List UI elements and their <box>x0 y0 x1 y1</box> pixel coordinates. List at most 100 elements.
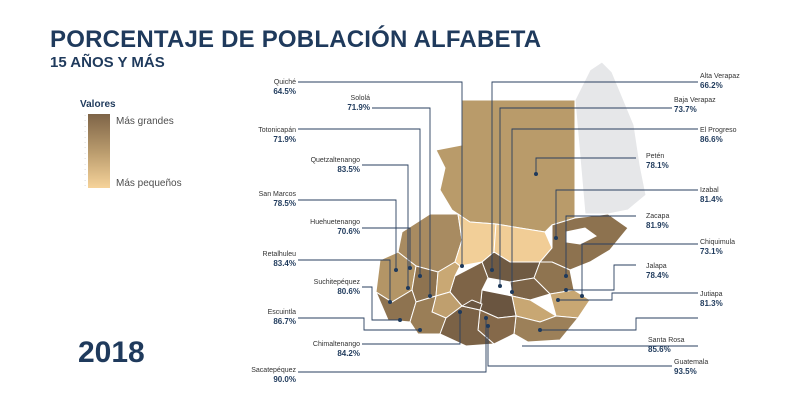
label-sacatepequez: Sacatepéquez 90.0% <box>232 366 296 384</box>
label-quetzaltenango-value: 83.5% <box>337 165 360 174</box>
label-izabal: Izabal 81.4% <box>700 186 770 204</box>
label-guatemala: Guatemala 93.5% <box>674 358 744 376</box>
marker-el-progreso <box>510 290 514 294</box>
label-peten: Petén 78.1% <box>646 152 706 170</box>
marker-zacapa <box>564 274 568 278</box>
label-guatemala-value: 93.5% <box>674 367 697 376</box>
label-zacapa: Zacapa 81.9% <box>646 212 706 230</box>
label-chimaltenango-value: 84.2% <box>337 349 360 358</box>
label-suchitepequez-name: Suchitepéquez <box>313 279 360 286</box>
label-san-marcos-name: San Marcos <box>258 191 296 198</box>
label-quiche-value: 64.5% <box>273 87 296 96</box>
leader-line-peten <box>535 157 636 174</box>
label-jalapa-name: Jalapa <box>646 263 667 270</box>
label-escuintla-name: Escuintla <box>267 309 296 316</box>
marker-escuintla <box>418 328 422 332</box>
legend-title: Valores <box>80 99 116 110</box>
label-chimaltenango-name: Chimaltenango <box>312 341 360 348</box>
label-jutiapa-value: 81.3% <box>700 299 723 308</box>
leader-line-solola <box>372 107 431 296</box>
label-totonicapan: Totonicapán 71.9% <box>232 126 296 144</box>
marker-san-marcos <box>394 268 398 272</box>
map-region-suchitepequez <box>409 295 447 335</box>
marker-quetzaltenango <box>406 286 410 290</box>
label-quiche-name: Quiché <box>273 79 296 86</box>
marker-totonicapan <box>418 274 422 278</box>
marker-santa-rosa <box>538 328 542 332</box>
leader-line-san-marcos <box>298 199 397 270</box>
marker-sacatepequez <box>484 316 488 320</box>
label-jalapa: Jalapa 78.4% <box>646 262 706 280</box>
label-baja-verapaz: Baja Verapaz 73.7% <box>674 96 744 114</box>
leader-line-escuintla <box>298 317 420 331</box>
label-retalhuleu: Retalhuleu 83.4% <box>232 250 296 268</box>
label-alta-verapaz-value: 66.2% <box>700 81 723 90</box>
leader-line-zacapa <box>565 215 636 276</box>
label-el-progreso-value: 86.6% <box>700 135 723 144</box>
label-huehuetenango-name: Huehuetenango <box>310 219 360 226</box>
marker-jalapa <box>564 288 568 292</box>
label-guatemala-name: Guatemala <box>674 359 709 366</box>
marker-huehuetenango <box>408 266 412 270</box>
label-quetzaltenango: Quetzaltenango 83.5% <box>296 156 360 174</box>
marker-retalhuleu <box>388 300 392 304</box>
label-totonicapan-name: Totonicapán <box>258 127 296 134</box>
marker-alta-verapaz <box>490 268 494 272</box>
label-jutiapa-name: Jutiapa <box>700 291 723 298</box>
label-huehuetenango-value: 70.6% <box>337 227 360 236</box>
label-santa-rosa-value: 85.6% <box>648 345 671 354</box>
label-baja-verapaz-name: Baja Verapaz <box>674 97 716 104</box>
map-region-escuintla <box>439 305 496 347</box>
label-quetzaltenango-name: Quetzaltenango <box>310 157 360 164</box>
marker-suchitepequez <box>398 318 402 322</box>
label-sacatepequez-value: 90.0% <box>273 375 296 384</box>
legend-high-label: Más grandes <box>116 116 174 127</box>
leader-line-guatemala <box>487 326 672 367</box>
legend-low-label: Más pequeños <box>116 178 182 189</box>
leader-line-chiquimula <box>581 243 698 296</box>
marker-baja-verapaz <box>498 284 502 288</box>
map-region-jutiapa <box>513 315 579 343</box>
leader-line-totonicapan <box>298 128 421 276</box>
label-chiquimula: Chiquimula 73.1% <box>700 238 770 256</box>
page-subtitle: 15 AÑOS Y MÁS <box>50 54 165 71</box>
leader-line-sacatepequez <box>298 318 487 373</box>
leader-line-izabal <box>555 189 698 238</box>
label-suchitepequez: Suchitepéquez 80.6% <box>296 278 360 296</box>
leader-line-baja-verapaz <box>499 107 672 286</box>
label-solola: Sololá 71.9% <box>306 94 370 112</box>
label-san-marcos-value: 78.5% <box>273 199 296 208</box>
leader-line-quiche <box>298 81 463 266</box>
label-baja-verapaz-value: 73.7% <box>674 105 697 114</box>
leader-line-suchitepequez <box>362 286 400 321</box>
year-label: 2018 <box>78 336 145 369</box>
label-alta-verapaz-name: Alta Verapaz <box>700 73 740 80</box>
leader-line-quetzaltenango <box>362 164 409 288</box>
page-title: PORCENTAJE DE POBLACIÓN ALFABETA <box>50 26 542 53</box>
label-chiquimula-value: 73.1% <box>700 247 723 256</box>
label-escuintla: Escuintla 86.7% <box>232 308 296 326</box>
marker-peten <box>534 172 538 176</box>
label-izabal-name: Izabal <box>700 187 719 194</box>
label-el-progreso: El Progreso 86.6% <box>700 126 770 144</box>
legend-ticks: – – – – – – – – – – – – – – <box>84 113 86 188</box>
marker-izabal <box>554 236 558 240</box>
label-zacapa-name: Zacapa <box>646 213 670 220</box>
leader-line-alta-verapaz <box>491 81 698 270</box>
label-solola-value: 71.9% <box>347 103 370 112</box>
label-jutiapa: Jutiapa 81.3% <box>700 290 770 308</box>
leader-line-jalapa <box>566 264 636 291</box>
marker-guatemala <box>486 324 490 328</box>
label-quiche: Quiché 64.5% <box>232 78 296 96</box>
leader-line-huehuetenango <box>362 227 411 268</box>
marker-chiquimula <box>580 294 584 298</box>
label-san-marcos: San Marcos 78.5% <box>232 190 296 208</box>
label-sacatepequez-name: Sacatepéquez <box>251 367 296 374</box>
label-jalapa-value: 78.4% <box>646 271 669 280</box>
marker-solola <box>428 294 432 298</box>
leader-line-chimaltenango <box>362 312 461 345</box>
label-escuintla-value: 86.7% <box>273 317 296 326</box>
legend-color-ramp <box>88 114 110 188</box>
label-retalhuleu-value: 83.4% <box>273 259 296 268</box>
